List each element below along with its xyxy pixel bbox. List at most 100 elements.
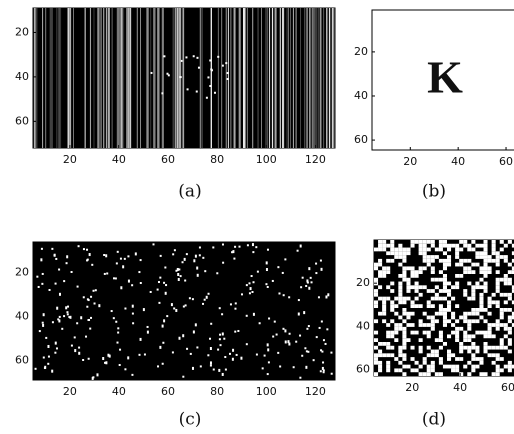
x-tick-label: 120: [305, 385, 326, 398]
noise-dot: [185, 253, 188, 256]
noise-dot: [209, 84, 212, 87]
noise-cell: [495, 357, 500, 361]
noise-cell: [442, 323, 447, 327]
noise-dot: [114, 277, 117, 280]
noise-cell: [410, 243, 415, 248]
noise-cell: [438, 289, 443, 293]
noise-dot: [312, 359, 315, 362]
y-tick-label: 20: [15, 266, 29, 279]
noise-dot: [255, 353, 258, 356]
noise-dot: [196, 273, 199, 277]
noise-cell: [438, 357, 443, 361]
noise-dot: [58, 292, 61, 296]
noise-dot: [41, 282, 44, 285]
noise-cell: [442, 243, 447, 248]
noise-dot: [184, 304, 187, 307]
noise-dot: [278, 292, 281, 295]
noise-cell: [378, 360, 383, 365]
noise-dot: [267, 348, 270, 352]
noise-dot: [272, 335, 275, 338]
noise-dot: [119, 348, 122, 351]
noise-dot: [89, 327, 92, 330]
noise-dot: [223, 337, 226, 340]
noise-dot: [157, 365, 160, 368]
noise-dot: [127, 356, 130, 360]
noise-cell: [491, 240, 496, 244]
noise-cell: [495, 372, 500, 376]
noise-cell: [438, 258, 443, 263]
noise-cell: [438, 345, 443, 350]
noise-cell: [483, 330, 488, 335]
noise-cell: [402, 372, 407, 376]
noise-dot: [181, 261, 184, 264]
noise-cell: [418, 323, 423, 327]
noise-dot: [222, 261, 225, 264]
noise-dot: [319, 370, 322, 373]
noise-cell: [426, 247, 431, 252]
noise-dot: [134, 252, 137, 256]
noise-dot: [234, 245, 237, 248]
noise-cell: [491, 300, 496, 305]
noise-cell: [398, 360, 403, 365]
noise-cell: [511, 258, 514, 263]
noise-cell: [402, 319, 407, 324]
noise-cell: [382, 304, 387, 308]
noise-dot: [78, 346, 81, 349]
noise-dot: [68, 316, 71, 319]
noise-cell: [503, 364, 508, 369]
noise-cell: [507, 360, 512, 365]
noise-cell: [487, 353, 492, 358]
noise-dot: [177, 277, 180, 281]
noise-dot: [277, 351, 280, 354]
noise-dot: [266, 248, 269, 251]
noise-cell: [495, 258, 500, 263]
noise-cell: [406, 285, 411, 290]
noise-cell: [406, 296, 411, 301]
noise-cell: [467, 281, 472, 286]
noise-cell: [418, 270, 423, 274]
noise-dot: [184, 279, 187, 282]
noise-dot: [92, 376, 95, 379]
noise-cell: [511, 251, 514, 256]
noise-cell: [503, 308, 508, 312]
noise-dot: [234, 330, 237, 333]
noise-dot: [218, 307, 221, 310]
noise-cell: [459, 372, 464, 376]
noise-cell: [382, 243, 387, 248]
noise-cell: [451, 353, 456, 358]
noise-cell: [471, 285, 476, 290]
noise-cell: [475, 285, 480, 290]
noise-cell: [398, 262, 403, 267]
caption: (a): [178, 182, 201, 202]
noise-cell: [479, 296, 484, 301]
noise-cell: [442, 364, 447, 369]
noise-cell: [479, 304, 484, 308]
noise-cell: [455, 247, 460, 252]
noise-cell: [442, 342, 447, 346]
noise-cell: [434, 277, 439, 282]
x-tick-label: 20: [63, 385, 77, 398]
noise-dot: [161, 92, 164, 95]
noise-dot: [221, 332, 224, 336]
noise-cell: [398, 368, 403, 373]
noise-dot: [309, 276, 312, 279]
noise-cell: [390, 308, 395, 312]
noise-cell: [394, 357, 399, 361]
noise-cell: [463, 266, 468, 271]
noise-dot: [65, 262, 68, 265]
noise-dot: [158, 301, 161, 304]
noise-dot: [263, 354, 266, 357]
noise-cell: [475, 357, 480, 361]
noise-cell: [511, 323, 514, 327]
noise-dot: [80, 316, 83, 320]
noise-dot: [108, 354, 111, 358]
noise-dot: [231, 357, 234, 361]
noise-dot: [70, 271, 73, 274]
noise-cell: [430, 304, 435, 308]
noise-cell: [451, 368, 456, 373]
noise-dot: [74, 349, 77, 353]
noise-dot: [249, 287, 252, 291]
noise-cell: [406, 315, 411, 320]
noise-cell: [467, 266, 472, 271]
